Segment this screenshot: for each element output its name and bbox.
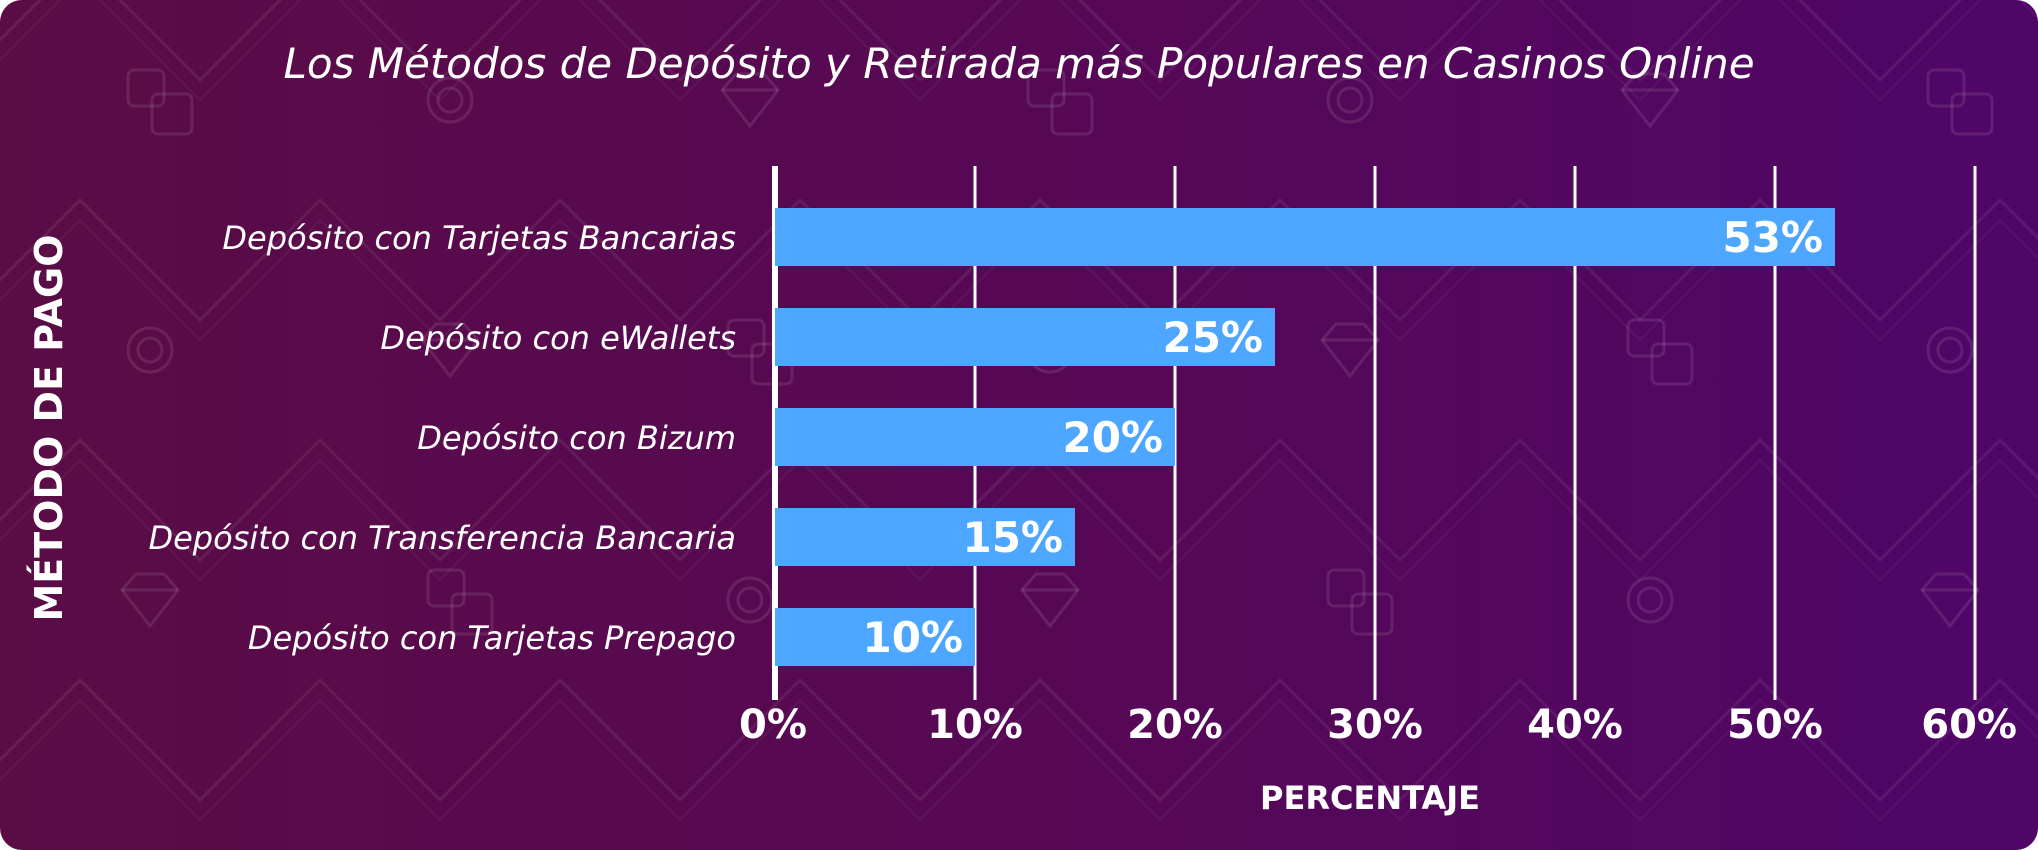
- x-tick-label: 40%: [1527, 702, 1623, 748]
- bar-value-label: 25%: [1162, 313, 1263, 362]
- diamond-icon: [1620, 72, 1680, 129]
- x-tick-label: 20%: [1127, 702, 1223, 748]
- x-tick-label: 30%: [1327, 702, 1423, 748]
- poker-chip-icon: [1626, 576, 1674, 624]
- diamond-icon: [1920, 572, 1980, 629]
- bar: [775, 308, 1275, 366]
- dice-icon: [1026, 68, 1094, 136]
- dice-icon: [1326, 568, 1394, 636]
- diamond-icon: [1320, 322, 1380, 379]
- poker-chip-icon: [1926, 326, 1974, 374]
- category-label: Depósito con Tarjetas Prepago: [248, 619, 736, 657]
- y-axis-title: MÉTODO DE PAGO: [27, 234, 71, 621]
- diamond-icon: [120, 572, 180, 629]
- poker-chip-icon: [1326, 76, 1374, 124]
- bar-value-label: 10%: [862, 613, 963, 662]
- category-labels: Depósito con Tarjetas Bancarias Depósito …: [148, 219, 736, 657]
- bar: [775, 608, 975, 666]
- category-label: Depósito con Tarjetas Bancarias: [222, 219, 736, 257]
- bar: [775, 408, 1175, 466]
- x-tick-label: 0%: [739, 702, 807, 748]
- x-axis-title: PERCENTAJE: [1260, 779, 1480, 817]
- dice-icon: [1626, 318, 1694, 386]
- x-tick-labels: 0% 10% 20% 30% 40% 50% 60%: [739, 702, 2017, 748]
- x-tick-label: 10%: [927, 702, 1023, 748]
- bar-value-label: 53%: [1722, 213, 1823, 262]
- bar: [775, 508, 1075, 566]
- x-tick-label: 50%: [1727, 702, 1823, 748]
- category-label: Depósito con eWallets: [380, 319, 736, 357]
- bars: 53% 25% 20% 15% 10%: [775, 208, 1835, 666]
- diamond-icon: [720, 72, 780, 129]
- dice-icon: [426, 568, 494, 636]
- dice-icon: [126, 68, 194, 136]
- chart-title: Los Métodos de Depósito y Retirada más P…: [283, 39, 1754, 88]
- dice-icon: [1926, 68, 1994, 136]
- bar-value-label: 20%: [1062, 413, 1163, 462]
- bar-value-label: 15%: [962, 513, 1063, 562]
- category-label: Depósito con Bizum: [417, 419, 736, 457]
- x-tick-label: 60%: [1921, 702, 2017, 748]
- casino-icons: [120, 68, 1994, 636]
- bar: [775, 208, 1835, 266]
- diamond-icon: [1020, 572, 1080, 629]
- diamond-icon: [420, 322, 480, 379]
- category-label: Depósito con Transferencia Bancaria: [148, 519, 736, 557]
- poker-chip-icon: [426, 76, 474, 124]
- poker-chip-icon: [126, 326, 174, 374]
